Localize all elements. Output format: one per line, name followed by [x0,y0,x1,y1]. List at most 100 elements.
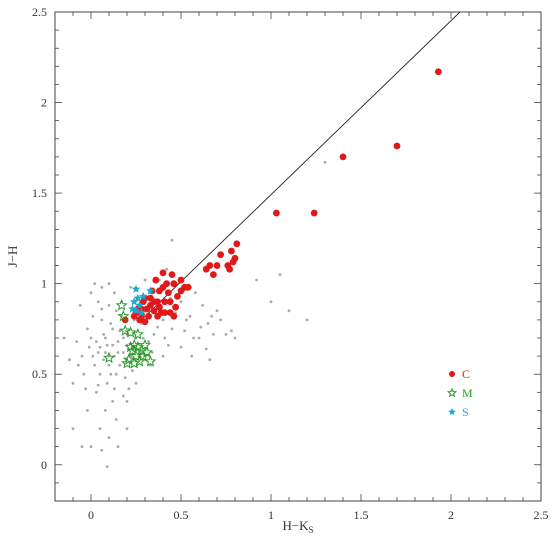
x-tick-label: 0.5 [174,508,189,522]
background-point [98,372,102,376]
background-point [116,351,120,354]
background-point [114,418,118,421]
x-tick-label: 2.5 [534,508,549,522]
y-axis-label: J−H [5,246,20,268]
background-point [82,372,86,376]
point-c [161,309,169,317]
point-m [115,299,128,311]
background-point [107,436,111,439]
background-point [113,387,116,391]
background-point [113,291,116,295]
background-point [102,333,105,336]
background-point [104,409,107,412]
background-point [89,336,93,340]
background-point [100,448,104,452]
background-point [80,445,84,449]
point-c [156,303,163,311]
point-s [131,284,141,293]
background-point [206,322,210,325]
background-point [107,282,111,286]
point-c [168,271,176,279]
plot-frame [54,11,542,502]
point-c [139,298,147,306]
point-m [133,355,146,367]
point-c [170,312,178,320]
background-point [199,325,203,329]
background-point [183,329,187,333]
point-c [165,289,172,297]
background-point [161,318,165,322]
background-point [179,345,183,349]
background-point [89,445,93,449]
legend-label-c: C [462,367,470,381]
point-m [119,324,132,336]
point-s [135,300,144,309]
background-point [75,340,78,343]
background-point [102,358,105,362]
point-c [228,247,235,255]
x-tick-label: 1 [268,508,274,522]
background-point [190,354,194,358]
background-point [123,376,127,380]
point-c [145,312,153,320]
background-point [87,345,91,349]
point-c [150,307,158,315]
background-point [98,345,102,349]
background-point [204,347,208,351]
background-point [111,343,114,347]
background-point [143,278,147,282]
background-point [95,340,98,343]
background-point [91,314,95,318]
point-c [233,240,241,248]
background-point [212,333,215,336]
axis-ticks: 0 0.5 1 1.5 2 2.5 0 0.5 1 1.5 2 2.5 [32,5,549,522]
point-c [130,312,138,320]
background-point [147,340,151,343]
background-point [116,340,120,343]
background-point [86,327,89,331]
legend: CMS [447,367,473,419]
x-axis-label: H−KS [282,518,313,535]
background-point [80,354,84,358]
point-c [435,68,442,76]
background-point [118,329,122,333]
background-point [152,333,156,336]
background-point [100,318,104,322]
background-point [114,309,118,313]
point-m [117,309,130,322]
background-point [163,336,167,340]
background-point [68,358,71,362]
point-c [172,303,180,311]
reference-line-group [141,12,461,321]
background-point [107,304,111,307]
background-point [86,409,89,412]
point-c [170,280,178,288]
background-point [71,427,75,430]
background-point [96,383,100,387]
point-c [310,209,318,217]
background-point [197,336,201,340]
background-point [192,336,196,340]
background-point [224,333,228,336]
point-c [177,287,185,295]
background-point [185,318,188,322]
background-point [105,381,109,385]
background-point [96,351,100,354]
background-point [278,273,282,276]
point-c [136,316,144,324]
point-c [147,294,154,302]
background-point [96,300,100,304]
point-m [138,338,152,351]
background-point [100,307,104,311]
point-c [202,265,210,273]
y-tick-label: 0 [41,458,47,472]
point-c [156,287,163,295]
background-point [125,427,129,430]
background-point [210,314,214,318]
background-point [107,363,111,367]
y-tick-label: 1 [41,277,47,291]
background-point [219,318,223,322]
background-point [305,318,309,322]
background-point [122,336,125,340]
